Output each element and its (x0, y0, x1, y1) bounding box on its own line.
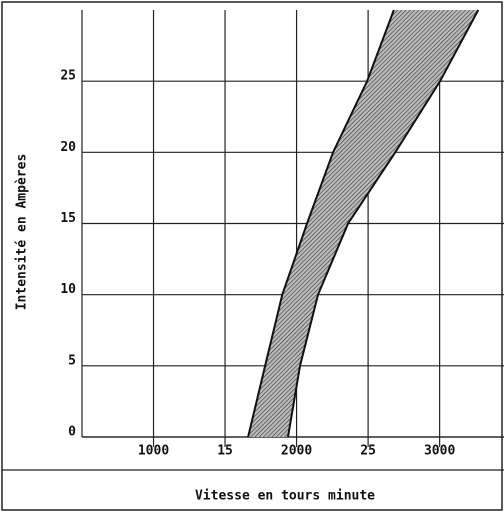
band-edge (247, 9, 395, 438)
y-tick-label: 0 (68, 425, 76, 440)
x-tick-label: 3000 (424, 444, 455, 459)
x-axis-label: Vitesse en tours minute (195, 489, 375, 504)
x-tick-label: 25 (360, 444, 376, 459)
y-tick-label: 5 (68, 353, 76, 368)
y-tick-label: 10 (60, 282, 76, 297)
x-tick-label: 15 (217, 444, 233, 459)
y-tick-label: 25 (60, 69, 76, 84)
band-fill (248, 10, 479, 437)
y-axis-label: Intensité en Ampères (15, 154, 30, 311)
band-edge (287, 9, 480, 438)
y-tick-label: 20 (60, 140, 76, 155)
y-tick-label: 15 (60, 211, 76, 226)
x-tick-label: 2000 (281, 444, 312, 459)
x-tick-label: 1000 (138, 444, 169, 459)
